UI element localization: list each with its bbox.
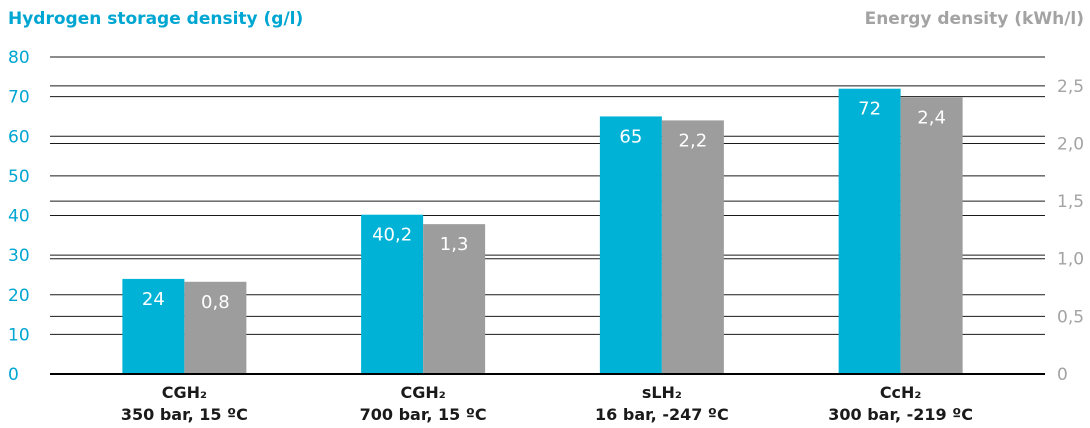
- left-tick-label: 80: [8, 48, 30, 68]
- right-tick-label: 0: [1057, 365, 1068, 385]
- left-tick-label: 30: [8, 246, 30, 266]
- category-label-line1: CcH₂: [880, 383, 922, 402]
- energy-value-label: 1,3: [440, 234, 469, 255]
- right-axis-title: Energy density (kWh/l): [865, 9, 1084, 29]
- left-axis-title: Hydrogen storage density (g/l): [8, 9, 303, 29]
- energy-bar: [900, 97, 963, 374]
- category-label-line2: 350 bar, 15 ºC: [121, 405, 248, 424]
- hydrogen-bar: [122, 278, 185, 374]
- energy-value-label: 0,8: [201, 292, 230, 313]
- left-tick-label: 10: [8, 325, 30, 345]
- left-tick-label: 0: [8, 365, 19, 385]
- category-label-line2: 16 bar, -247 ºC: [595, 405, 729, 424]
- hydrogen-value-label: 72: [858, 99, 881, 120]
- right-axis-ticks: 0 0,5 1,0 1,5 2,0 2,5: [1057, 77, 1084, 385]
- left-tick-label: 20: [8, 286, 30, 306]
- right-tick-label: 2,0: [1057, 134, 1084, 154]
- left-tick-label: 60: [8, 127, 30, 147]
- category-label-line2: 700 bar, 15 ºC: [360, 405, 487, 424]
- hydrogen-value-label: 40,2: [372, 225, 412, 246]
- category-label-line1: CGH₂: [400, 383, 445, 402]
- category-labels: CGH₂ 350 bar, 15 ºC CGH₂ 700 bar, 15 ºC sLH₂…: [121, 383, 973, 424]
- hydrogen-bar: [599, 116, 662, 374]
- hydrogen-bar: [361, 214, 424, 374]
- left-tick-label: 40: [8, 207, 30, 227]
- right-tick-label: 0,5: [1057, 307, 1084, 327]
- left-axis-ticks: 0 10 20 30 40 50 60 70 80: [8, 48, 30, 385]
- left-tick-label: 70: [8, 88, 30, 108]
- energy-value-label: 2,4: [917, 107, 946, 128]
- right-tick-label: 1,5: [1057, 192, 1084, 212]
- energy-bar: [423, 224, 486, 374]
- right-tick-label: 2,5: [1057, 77, 1084, 97]
- hydrogen-bar: [838, 88, 901, 374]
- category-label-line2: 300 bar, -219 ºC: [828, 405, 973, 424]
- energy-value-label: 2,2: [679, 130, 708, 151]
- left-tick-label: 50: [8, 167, 30, 187]
- bars: 24 0,8 40,2 1,3 65 2,2 72 2,4: [122, 88, 963, 375]
- category-label-line1: CGH₂: [162, 383, 207, 402]
- right-tick-label: 1,0: [1057, 250, 1084, 270]
- hydrogen-value-label: 24: [142, 289, 165, 310]
- category-label-line1: sLH₂: [642, 383, 682, 402]
- energy-bar: [661, 120, 724, 375]
- energy-bar: [184, 281, 247, 374]
- hydrogen-value-label: 65: [619, 126, 642, 147]
